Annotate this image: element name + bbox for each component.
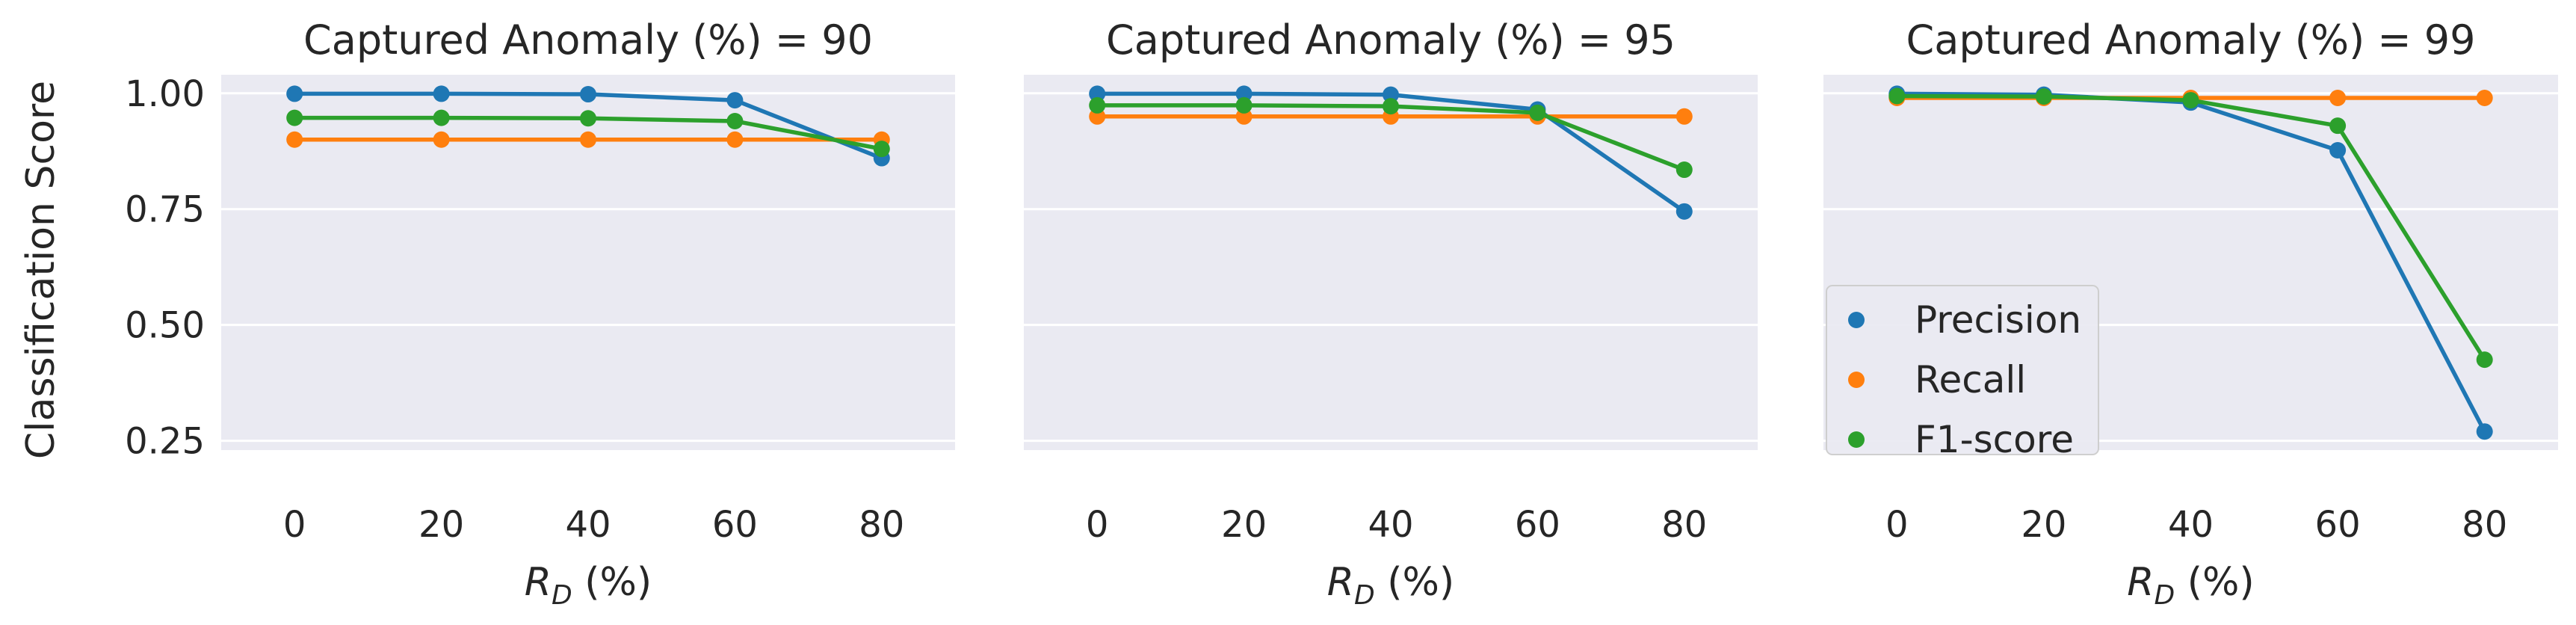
x-tick-label: 80 — [859, 504, 904, 546]
legend-marker — [1848, 312, 1865, 328]
plot-background — [221, 75, 955, 450]
panel-2: 0 20 40 60 80 Captured Anomaly (%) = 95 RD (%) — [1024, 16, 1758, 611]
panel-1: 0.25 0.50 0.75 1.00 0 20 40 60 80 Captured Anomal… — [125, 16, 955, 611]
data-point-precision — [433, 85, 450, 102]
plot-background — [1024, 75, 1758, 450]
data-point-precision — [286, 85, 303, 102]
x-tick-label: 40 — [1368, 504, 1413, 546]
panel-title: Captured Anomaly (%) = 95 — [1106, 16, 1675, 64]
legend-label: Recall — [1915, 358, 2026, 401]
legend-label: F1-score — [1915, 418, 2074, 461]
x-tick-label: 0 — [283, 504, 306, 546]
legend-label: Precision — [1915, 298, 2081, 342]
data-point-f1-score — [1675, 161, 1693, 179]
data-point-f1-score — [2476, 351, 2493, 369]
data-point-precision — [1383, 86, 1399, 103]
x-tick-label: 60 — [2315, 504, 2361, 546]
data-point-recall — [580, 131, 596, 148]
y-tick-label: 0.75 — [125, 189, 205, 231]
legend-marker — [1848, 372, 1865, 388]
panel-title: Captured Anomaly (%) = 90 — [303, 16, 873, 64]
data-point-f1-score — [286, 109, 303, 126]
data-point-f1-score — [1089, 96, 1106, 114]
data-point-recall — [433, 131, 450, 148]
panel-title: Captured Anomaly (%) = 99 — [1906, 16, 2476, 64]
x-tick-label: 80 — [1661, 504, 1707, 546]
data-point-precision — [1235, 85, 1253, 102]
data-point-precision — [2329, 142, 2347, 159]
x-axis-label: RD (%) — [1327, 560, 1454, 611]
data-point-recall — [726, 131, 744, 148]
x-tick-label: 40 — [565, 504, 611, 546]
y-tick-label: 0.25 — [125, 421, 205, 463]
x-tick-label: 60 — [1515, 504, 1560, 546]
panel-3: 0 20 40 60 80 Captured Anomaly (%) = 99 RD (%) — [1823, 16, 2558, 611]
data-point-f1-score — [580, 110, 596, 127]
x-axis-label: RD (%) — [2127, 560, 2254, 611]
x-axis-label: RD (%) — [525, 560, 652, 611]
data-point-f1-score — [1235, 96, 1253, 114]
x-tick-label: 40 — [2168, 504, 2214, 546]
x-tick-label: 60 — [712, 504, 758, 546]
data-point-f1-score — [1888, 87, 1906, 105]
x-tick-label: 80 — [2462, 504, 2507, 546]
x-tick-label: 0 — [1885, 504, 1909, 546]
legend-box — [1826, 285, 2099, 455]
data-point-f1-score — [2182, 92, 2199, 109]
legend: Precision Recall F1-score — [1826, 285, 2099, 461]
data-point-recall — [286, 131, 303, 148]
data-point-f1-score — [726, 112, 744, 129]
x-tick-label: 20 — [418, 504, 464, 546]
data-point-precision — [2476, 423, 2493, 440]
data-point-recall — [2329, 89, 2347, 106]
legend-marker — [1848, 431, 1865, 448]
data-point-f1-score — [1529, 104, 1546, 121]
data-point-precision — [1675, 203, 1693, 220]
data-point-precision — [726, 92, 744, 109]
x-tick-label: 20 — [2021, 504, 2066, 546]
data-point-f1-score — [1383, 98, 1399, 115]
data-point-precision — [1089, 85, 1106, 102]
y-tick-label: 0.50 — [125, 305, 205, 347]
y-tick-label: 1.00 — [125, 73, 205, 115]
y-axis-label: Classification Score — [19, 81, 64, 459]
data-point-f1-score — [2329, 117, 2347, 135]
x-tick-label: 20 — [1221, 504, 1267, 546]
x-tick-label: 0 — [1086, 504, 1109, 546]
data-point-f1-score — [873, 141, 890, 158]
data-point-f1-score — [2035, 88, 2052, 105]
data-point-f1-score — [433, 109, 450, 126]
data-point-recall — [2476, 89, 2493, 106]
data-point-precision — [580, 86, 596, 103]
data-point-recall — [1675, 108, 1693, 125]
